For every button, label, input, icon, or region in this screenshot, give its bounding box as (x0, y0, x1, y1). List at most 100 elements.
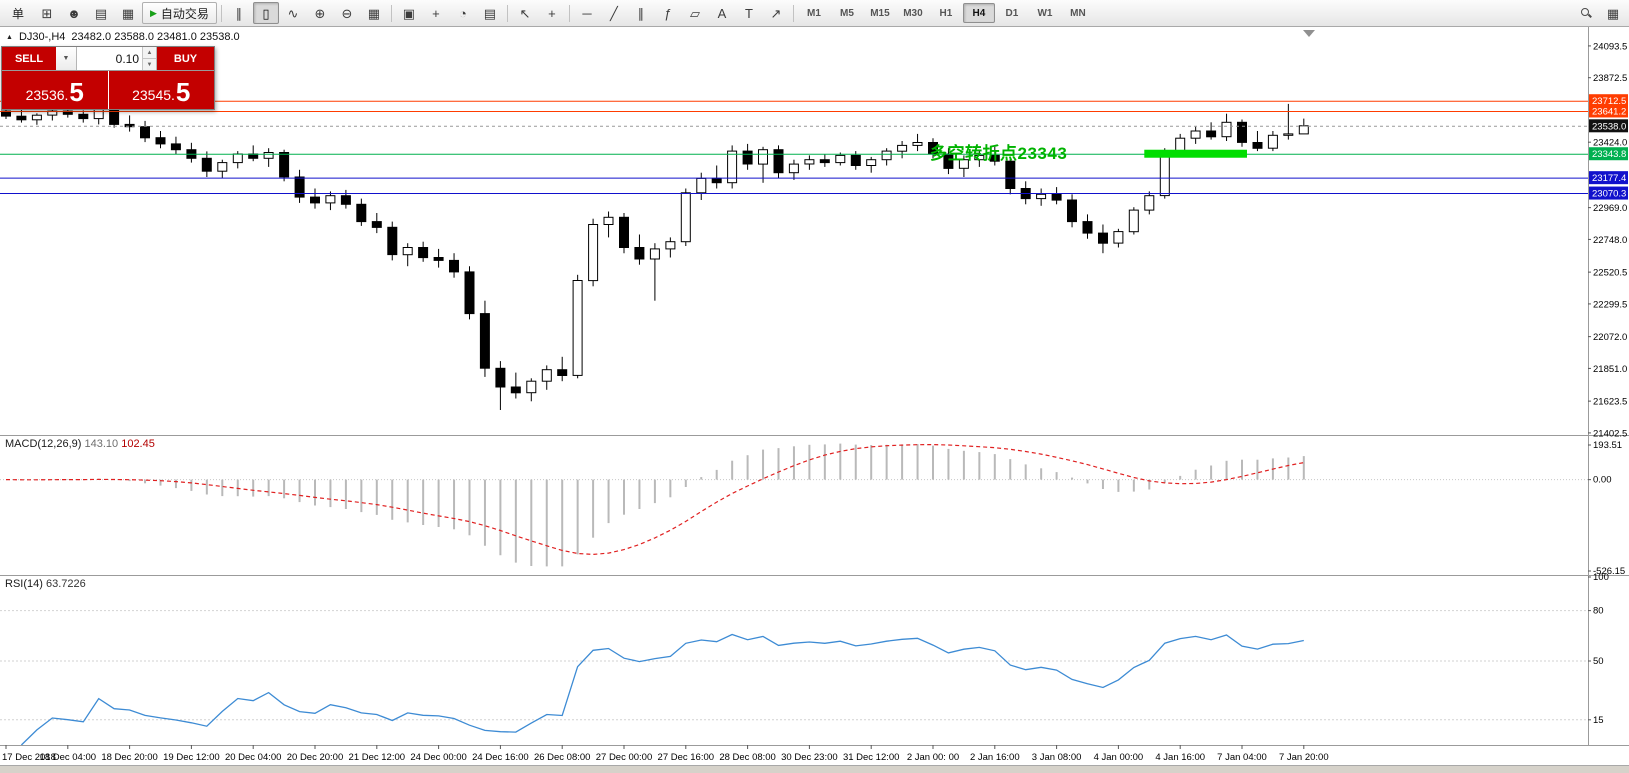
zoom-in-icon[interactable]: ⊕ (307, 2, 333, 24)
window-bottom-edge (0, 765, 1629, 773)
bar-chart-icon[interactable]: ∥ (226, 2, 252, 24)
workspace-icon: ▦ (1606, 5, 1620, 21)
timeframe-w1[interactable]: W1 (1029, 3, 1061, 23)
time-label: 20 Dec 20:00 (287, 752, 344, 763)
profile-icon[interactable]: ☻ (61, 2, 87, 24)
grid-icon[interactable]: ▦ (361, 2, 387, 24)
candlestick-chart-icon[interactable]: ▯ (252, 2, 279, 24)
crosshair-icon[interactable]: + (539, 2, 565, 24)
time-label: 4 Jan 16:00 (1155, 752, 1205, 763)
time-label: 18 Dec 20:00 (101, 752, 158, 763)
price-tag-23712.5 (1589, 94, 1628, 108)
timeframe-m15[interactable]: M15 (864, 3, 896, 23)
time-label: 24 Dec 00:00 (410, 752, 467, 763)
svg-text:23070.3: 23070.3 (1592, 189, 1626, 200)
tile-windows-icon[interactable]: ▣ (396, 2, 422, 24)
periods-icon: ◔ (459, 5, 467, 21)
sell-button[interactable]: SELL (2, 47, 56, 70)
price-tag-23641.2 (1589, 104, 1628, 118)
rsi-tick-label: 50 (1593, 656, 1604, 667)
svg-text:23712.5: 23712.5 (1592, 96, 1626, 107)
text-icon: A (717, 5, 727, 21)
profile-icon: ☻ (67, 5, 81, 21)
chart-shift-marker[interactable] (1303, 30, 1315, 37)
market-watch-icon[interactable]: ▤ (88, 2, 114, 24)
workspace-icon[interactable]: ▦ (1600, 2, 1626, 24)
zoom-out-icon: ⊖ (341, 5, 353, 21)
indicators-icon[interactable]: + (423, 2, 449, 24)
svg-text:23538.0: 23538.0 (1592, 121, 1626, 132)
timeframe-h1[interactable]: H1 (930, 3, 962, 23)
market-watch-icon: ▤ (94, 5, 108, 21)
time-axis[interactable] (0, 745, 1629, 765)
timeframe-m1[interactable]: M1 (798, 3, 830, 23)
chart-canvas: 24093.5 23872.5 23424.0 22969.0 22748.0 22520… (0, 27, 1629, 765)
toolbar-separator (506, 4, 508, 22)
volume-decrease-button[interactable]: ▼ (143, 59, 156, 70)
price-axis[interactable] (1588, 27, 1629, 745)
timeframe-w1-label: W1 (1037, 7, 1053, 19)
channel-icon[interactable]: ∥ (628, 2, 654, 24)
highlight-segment[interactable] (1144, 149, 1247, 158)
volume-dropdown-button[interactable]: ▼ (56, 47, 77, 70)
candlestick-chart-icon: ▯ (262, 5, 270, 21)
timeframe-m30-label: M30 (903, 7, 923, 19)
time-label: 24 Dec 16:00 (472, 752, 529, 763)
play-icon: ▶ (150, 7, 157, 18)
rsi-panel-surface[interactable] (0, 575, 1588, 745)
rsi-tick-label: 80 (1593, 606, 1604, 617)
annotation-text[interactable]: 多空转折点23343 (930, 144, 1068, 163)
time-label: 3 Jan 08:00 (1032, 752, 1082, 763)
time-label: 4 Jan 00:00 (1094, 752, 1144, 763)
volume-field: ▲ ▼ (77, 47, 157, 70)
autotrading-button[interactable]: ▶ 自动交易 (142, 2, 217, 24)
indicators-icon: + (432, 5, 440, 21)
arrows-icon: ↗ (770, 5, 782, 21)
main-chart-surface[interactable] (0, 27, 1588, 435)
price-tick-label: 22748.0 (1593, 235, 1627, 246)
templates-icon[interactable]: ▤ (477, 2, 503, 24)
timeframe-m5[interactable]: M5 (831, 3, 863, 23)
zoom-out-icon[interactable]: ⊖ (334, 2, 360, 24)
new-chart-icon[interactable]: ⊞ (34, 2, 60, 24)
timeframe-m30[interactable]: M30 (897, 3, 929, 23)
timeframe-d1-label: D1 (1005, 7, 1019, 19)
shapes-icon[interactable]: ▱ (682, 2, 708, 24)
timeframe-mn[interactable]: MN (1062, 3, 1094, 23)
volume-increase-button[interactable]: ▲ (143, 47, 156, 59)
timeframe-h4[interactable]: H4 (962, 3, 995, 23)
line-chart-icon[interactable]: ∿ (280, 2, 306, 24)
cursor-icon[interactable]: ↖ (512, 2, 538, 24)
shapes-icon: ▱ (689, 5, 700, 21)
bar-chart-icon: ∥ (235, 5, 243, 21)
timeframe-d1[interactable]: D1 (996, 3, 1028, 23)
fibonacci-icon[interactable]: ƒ (655, 2, 681, 24)
rsi-tick-label: 15 (1593, 715, 1604, 726)
price-tag-23177.4 (1589, 171, 1628, 185)
rsi-name: RSI(14) (5, 578, 43, 590)
time-label: 7 Jan 20:00 (1279, 752, 1329, 763)
price-tick-label: 23872.5 (1593, 73, 1627, 84)
macd-value-main: 143.10 (84, 438, 119, 450)
new-order-button[interactable]: 单 (3, 2, 33, 24)
volume-input[interactable] (77, 47, 156, 70)
buy-button[interactable]: BUY (157, 47, 214, 70)
macd-name: MACD(12,26,9) (5, 438, 82, 450)
crosshair-icon: + (548, 5, 556, 21)
horizontal-line-icon: ─ (582, 5, 592, 21)
horizontal-line-icon[interactable]: ─ (574, 2, 600, 24)
periods-icon[interactable]: ◔ (450, 2, 476, 24)
navigator-icon[interactable]: ▦ (115, 2, 141, 24)
label-icon[interactable]: T (736, 2, 762, 24)
text-icon[interactable]: A (709, 2, 735, 24)
trendline-icon[interactable]: ╱ (601, 2, 627, 24)
time-label: 2 Jan 16:00 (970, 752, 1020, 763)
search-icon[interactable] (1573, 2, 1599, 24)
svg-text:23343.8: 23343.8 (1592, 149, 1626, 160)
timeframe-m15-label: M15 (870, 7, 890, 19)
rsi-value: 63.7226 (45, 578, 86, 590)
arrows-icon[interactable]: ↗ (763, 2, 789, 24)
cursor-icon: ↖ (519, 5, 531, 21)
price-tick-label: 21851.0 (1593, 364, 1627, 375)
